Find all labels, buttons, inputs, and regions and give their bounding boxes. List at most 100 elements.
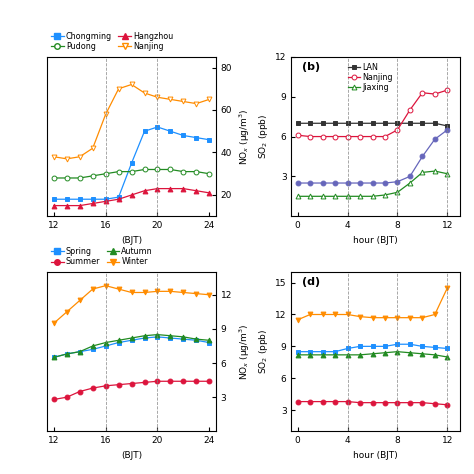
Line: LAN: LAN [295,121,450,128]
Pudong [155,167,160,173]
Jiaxing [394,190,400,195]
Autumn [64,351,70,357]
Autumn [90,343,96,349]
Autumn [357,352,363,358]
Jiaxing [295,193,301,199]
Spring [419,344,425,349]
Line: Spring: Spring [295,342,450,354]
Jiaxing [370,193,375,199]
Spring [432,345,438,350]
LAN [407,120,413,126]
Nanjing [155,94,160,100]
Nanjing [332,134,338,139]
Y-axis label: SO$_2$ (ppb): SO$_2$ (ppb) [256,114,270,159]
Jiaxing [382,192,388,198]
LAN [432,120,438,126]
Winter [181,290,186,295]
Chongming [181,133,186,138]
Summer [432,401,438,407]
Hangzhou [116,196,121,202]
Line: Nanjing: Nanjing [52,82,212,161]
X-axis label: hour (BJT): hour (BJT) [353,451,398,460]
Pudong [206,171,212,177]
Summer [142,380,147,385]
Spring [345,346,350,351]
LAN [419,120,425,126]
Spring [64,351,70,357]
LAN [445,123,450,129]
Spring [77,349,82,355]
Summer [445,402,450,408]
Nanjing [142,90,147,96]
Line: Winter: Winter [52,283,212,326]
Jiaxing [332,193,338,199]
Unknown [332,180,338,186]
Chongming [167,128,173,134]
Autumn [432,352,438,358]
Hangzhou [103,199,109,204]
Spring [206,340,212,346]
Hangzhou [206,190,212,196]
Autumn [142,333,147,338]
Line: Autumn: Autumn [52,332,212,360]
Winter [445,285,450,291]
Nanjing [206,97,212,102]
Nanjing [181,99,186,104]
Autumn [320,352,326,358]
Winter [432,311,438,317]
Winter [370,315,375,320]
Pudong [103,171,109,177]
Summer [357,400,363,405]
Autumn [51,355,57,360]
Summer [103,383,109,389]
Spring [51,355,57,360]
Winter [77,298,82,303]
Pudong [51,175,57,181]
Spring [155,334,160,340]
Legend: Spring, Summer, Autumn, Winter: Spring, Summer, Autumn, Winter [51,247,153,266]
Spring [167,335,173,341]
Spring [90,346,96,352]
Autumn [419,351,425,356]
Autumn [167,333,173,338]
Summer [77,389,82,394]
Winter [295,317,301,323]
Jiaxing [419,170,425,175]
Line: Summer: Summer [295,399,450,407]
Autumn [155,332,160,337]
Winter [332,311,338,317]
Line: Pudong: Pudong [52,167,212,181]
Spring [307,349,313,355]
Chongming [103,196,109,202]
Nanjing [77,154,82,160]
Spring [407,341,413,347]
Winter [64,309,70,315]
Unknown [419,154,425,159]
Chongming [206,137,212,143]
Spring [332,349,338,355]
Line: Unknown: Unknown [295,128,450,185]
Spring [382,344,388,349]
Nanjing [382,134,388,139]
Spring [181,337,186,342]
Autumn [116,337,121,343]
Winter [419,315,425,320]
Line: Autumn: Autumn [295,349,450,359]
Jiaxing [307,193,313,199]
Nanjing [432,91,438,97]
Pudong [142,167,147,173]
Chongming [90,196,96,202]
Hangzhou [142,188,147,193]
Nanjing [345,134,350,139]
Summer [206,378,212,384]
Winter [206,292,212,298]
Summer [345,399,350,404]
Autumn [103,340,109,346]
Spring [357,344,363,349]
Jiaxing [407,180,413,186]
Line: Summer: Summer [52,379,212,402]
Legend: LAN, Nanjing, Jiaxing: LAN, Nanjing, Jiaxing [346,61,394,93]
Summer [181,378,186,384]
Autumn [407,350,413,356]
Summer [51,397,57,402]
